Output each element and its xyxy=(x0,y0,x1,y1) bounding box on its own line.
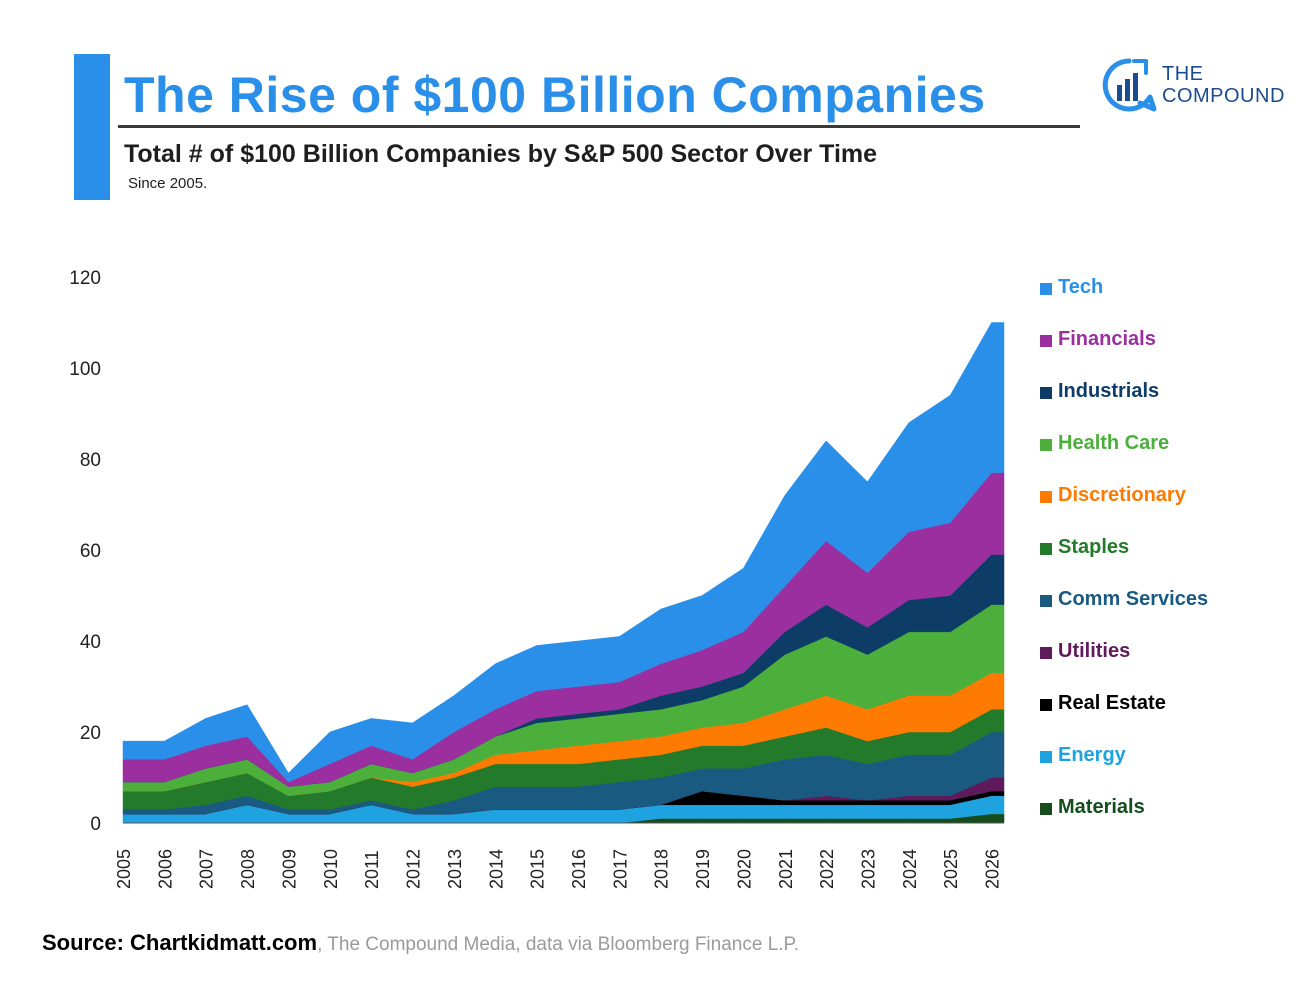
legend-swatch xyxy=(1040,699,1052,711)
x-tick-label: 2007 xyxy=(197,849,217,889)
legend-item-health-care: Health Care xyxy=(1040,432,1300,484)
legend-label: Comm Services xyxy=(1058,588,1209,610)
legend-item-real-estate: Real Estate xyxy=(1040,692,1300,744)
x-tick-label: 2015 xyxy=(528,849,548,889)
legend-item-energy: Energy xyxy=(1040,744,1300,796)
accent-bar xyxy=(74,54,110,200)
legend-item-industrials: Industrials xyxy=(1040,380,1300,432)
legend-swatch xyxy=(1040,595,1052,607)
x-tick-label: 2011 xyxy=(362,850,382,889)
legend-swatch xyxy=(1040,387,1052,399)
brand-logo: THE COMPOUND xyxy=(1100,55,1300,115)
x-tick-label: 2025 xyxy=(941,849,961,889)
legend-label: Discretionary xyxy=(1058,484,1186,506)
x-tick-label: 2017 xyxy=(610,849,630,889)
compound-logo-icon xyxy=(1102,58,1157,112)
source-rest: , The Compound Media, data via Bloomberg… xyxy=(317,934,800,955)
legend-label: Materials xyxy=(1058,796,1145,818)
x-tick-label: 2018 xyxy=(652,849,672,889)
legend-item-materials: Materials xyxy=(1040,796,1300,848)
x-tick-label: 2010 xyxy=(321,849,341,889)
legend-swatch xyxy=(1040,647,1052,659)
legend-label: Energy xyxy=(1058,744,1126,766)
legend-label: Industrials xyxy=(1058,380,1160,402)
y-tick-label: 20 xyxy=(80,723,101,744)
x-tick-label: 2016 xyxy=(569,849,589,889)
source-strong: Source: Chartkidmatt.com xyxy=(42,930,318,955)
x-tick-label: 2005 xyxy=(114,849,134,889)
chart-subtitle: Total # of $100 Billion Companies by S&P… xyxy=(124,140,878,168)
x-tick-label: 2024 xyxy=(900,849,920,889)
x-tick-label: 2026 xyxy=(983,849,1003,889)
brand-name-line2: COMPOUND xyxy=(1162,85,1285,107)
legend-label: Utilities xyxy=(1058,640,1131,662)
x-tick-label: 2019 xyxy=(693,849,713,889)
y-tick-label: 100 xyxy=(69,359,101,380)
y-tick-label: 80 xyxy=(80,450,101,471)
legend-label: Tech xyxy=(1058,276,1104,298)
date-range-note: Since 2005. xyxy=(128,175,208,192)
legend-swatch xyxy=(1040,751,1052,763)
x-tick-label: 2023 xyxy=(859,849,879,889)
x-tick-label: 2008 xyxy=(238,849,258,889)
legend-item-staples: Staples xyxy=(1040,536,1300,588)
legend-item-discretionary: Discretionary xyxy=(1040,484,1300,536)
legend-label: Real Estate xyxy=(1058,692,1166,714)
legend-item-utilities: Utilities xyxy=(1040,640,1300,692)
y-tick-label: 0 xyxy=(90,814,101,835)
x-tick-label: 2009 xyxy=(279,849,299,889)
legend-swatch xyxy=(1040,283,1052,295)
page-title: The Rise of $100 Billion Companies xyxy=(124,67,986,123)
legend-swatch xyxy=(1040,803,1052,815)
x-tick-label: 2006 xyxy=(155,849,175,889)
legend-label: Staples xyxy=(1058,536,1130,558)
y-tick-label: 120 xyxy=(69,268,101,289)
legend-item-tech: Tech xyxy=(1040,276,1300,328)
legend-swatch xyxy=(1040,491,1052,503)
source-note: Source: Chartkidmatt.com, The Compound M… xyxy=(42,930,799,956)
x-tick-label: 2012 xyxy=(404,849,424,889)
x-tick-label: 2014 xyxy=(486,849,506,889)
y-tick-label: 40 xyxy=(80,632,101,653)
legend-item-financials: Financials xyxy=(1040,328,1300,380)
legend-label: Health Care xyxy=(1058,432,1170,454)
legend-swatch xyxy=(1040,439,1052,451)
chart-legend: Tech Financials Industrials Health Care Disc… xyxy=(1040,276,1300,848)
legend-swatch xyxy=(1040,543,1052,555)
y-tick-label: 60 xyxy=(80,541,101,562)
title-divider xyxy=(118,125,1080,128)
x-tick-label: 2021 xyxy=(776,849,796,889)
legend-label: Financials xyxy=(1058,328,1156,350)
x-tick-label: 2020 xyxy=(734,849,754,889)
brand-name-line1: THE xyxy=(1162,63,1204,85)
x-tick-label: 2013 xyxy=(445,849,465,889)
x-tick-label: 2022 xyxy=(817,849,837,889)
legend-swatch xyxy=(1040,335,1052,347)
area-series-tech xyxy=(122,322,1005,783)
legend-item-comm-services: Comm Services xyxy=(1040,588,1300,640)
